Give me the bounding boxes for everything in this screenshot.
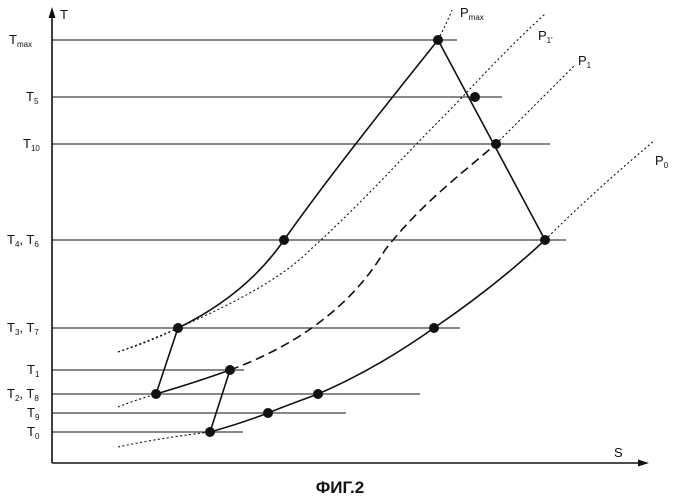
point-t10 xyxy=(491,139,501,149)
point-t-max xyxy=(433,35,443,45)
label-t4-t6: T4, T6 xyxy=(7,232,39,249)
point-t9 xyxy=(263,408,273,418)
label-t9: T9 xyxy=(27,405,40,422)
cycle-t3-t2 xyxy=(156,328,178,394)
y-axis-arrow xyxy=(49,7,56,18)
isobar-p1-lower xyxy=(118,394,156,407)
cycle-lines xyxy=(156,40,545,432)
point-t1 xyxy=(225,365,235,375)
point-t7 xyxy=(429,323,439,333)
isobar-pmax xyxy=(178,40,438,328)
point-t5 xyxy=(470,92,480,102)
label-t0: T0 xyxy=(27,424,40,441)
point-t8 xyxy=(313,389,323,399)
label-t-max: Tmax xyxy=(9,32,32,49)
label-t10: T10 xyxy=(23,136,40,153)
isobars xyxy=(118,10,655,447)
isobar-p1-segment xyxy=(156,370,230,394)
label-t5: T5 xyxy=(26,89,39,106)
point-t4 xyxy=(279,235,289,245)
y-axis-label: T xyxy=(60,7,68,22)
isobar-p0-lower xyxy=(118,432,210,447)
isobar-p1-upper xyxy=(496,65,575,144)
label-t3-t7: T3, T7 xyxy=(7,320,39,337)
point-t6 xyxy=(540,235,550,245)
label-p-max: Pmax xyxy=(460,5,484,22)
temperature-lines xyxy=(52,40,566,432)
label-t2-t8: T2, T8 xyxy=(7,386,39,403)
axes: T S xyxy=(49,7,650,467)
point-t3 xyxy=(173,323,183,333)
label-p1-prime: P1' xyxy=(538,28,553,45)
label-p1: P1 xyxy=(578,53,592,70)
figure-caption: ФИГ.2 xyxy=(316,478,364,497)
x-axis-label: S xyxy=(614,445,623,460)
isobar-p1 xyxy=(230,144,496,370)
isobar-p1-prime xyxy=(118,14,545,352)
label-p0: P0 xyxy=(655,153,669,170)
isobar-p0-upper xyxy=(545,140,655,240)
point-t2 xyxy=(151,389,161,399)
cycle-t1-t0 xyxy=(210,370,230,432)
temperature-labels: Tmax T5 T10 T4, T6 T3, T7 T1 T2, T8 T9 T… xyxy=(7,32,40,441)
cycle-tmax-t6 xyxy=(438,40,545,240)
point-t0 xyxy=(205,427,215,437)
x-axis-arrow xyxy=(638,460,649,467)
label-t1: T1 xyxy=(27,362,40,379)
